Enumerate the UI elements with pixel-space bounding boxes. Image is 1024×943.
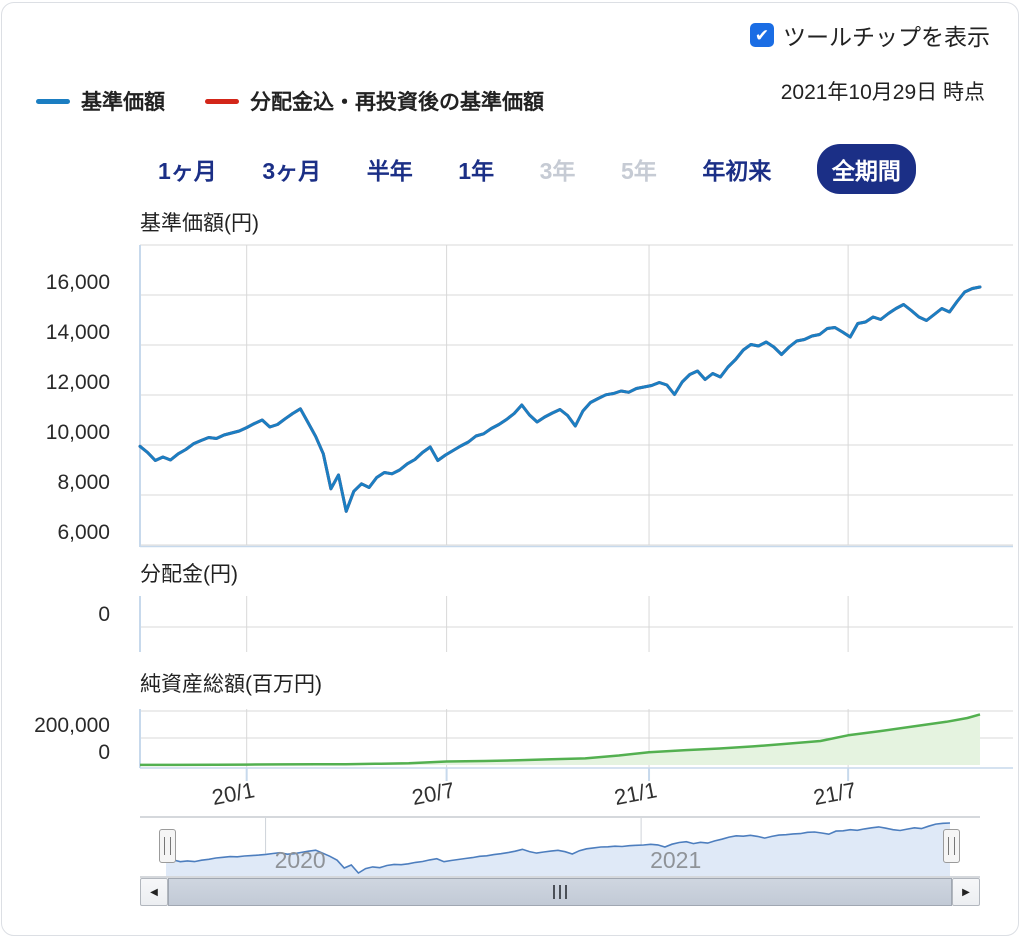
tab-1year[interactable]: 1年 bbox=[458, 158, 495, 184]
x-axis-label: 20/1 bbox=[210, 777, 257, 810]
scrollbar-thumb[interactable] bbox=[168, 878, 952, 906]
legend-label: 分配金込・再投資後の基準価額 bbox=[250, 91, 544, 114]
dividend-pane-title: 分配金(円) bbox=[140, 563, 238, 586]
y-axis-label: 10,000 bbox=[46, 421, 110, 444]
as-of-date: 2021年10月29日 時点 bbox=[780, 81, 985, 104]
y-axis-label: 0 bbox=[98, 603, 110, 626]
y-axis-label: 6,000 bbox=[57, 521, 110, 544]
tab-1month[interactable]: 1ヶ月 bbox=[158, 158, 217, 184]
y-axis-label: 16,000 bbox=[46, 271, 110, 294]
navigator-right-handle[interactable] bbox=[943, 829, 960, 863]
tab-all[interactable]: 全期間 bbox=[816, 144, 916, 194]
tab-5year: 5年 bbox=[621, 158, 657, 184]
nav-line-swatch bbox=[36, 98, 70, 104]
y-axis-label: 200,000 bbox=[34, 714, 110, 737]
y-axis-label: 8,000 bbox=[57, 471, 110, 494]
legend-label: 基準価額 bbox=[81, 91, 165, 114]
navigator-range[interactable] bbox=[166, 817, 950, 877]
period-tabs: 1ヶ月 3ヶ月 半年 1年 3年 5年 年初来 全期間 bbox=[158, 144, 916, 194]
x-axis-label: 20/7 bbox=[410, 777, 457, 810]
scrollbar-left-arrow[interactable]: ◀ bbox=[140, 878, 168, 906]
nav-line-series bbox=[138, 285, 982, 513]
navigator-left-handle[interactable] bbox=[159, 829, 176, 863]
handle-grip-icon bbox=[948, 837, 955, 855]
y-axis-label: 14,000 bbox=[46, 321, 110, 344]
tab-6month[interactable]: 半年 bbox=[366, 158, 413, 184]
right-arrow-icon: ▶ bbox=[962, 886, 970, 898]
tooltip-toggle-label: ツールチップを表示 bbox=[783, 24, 990, 50]
x-axis-label: 21/1 bbox=[612, 777, 659, 810]
left-arrow-icon: ◀ bbox=[150, 886, 158, 898]
tab-3month[interactable]: 3ヶ月 bbox=[262, 158, 322, 184]
tooltip-checkbox[interactable]: ✔ bbox=[750, 23, 774, 47]
scrollbar-grip-icon bbox=[553, 885, 567, 899]
y-axis-label: 0 bbox=[98, 741, 110, 764]
handle-grip-icon bbox=[164, 837, 171, 855]
navigator-series bbox=[165, 822, 951, 875]
aum-area-fill bbox=[140, 714, 980, 765]
checkmark-icon: ✔ bbox=[754, 25, 770, 45]
navigator-year-label: 2020 bbox=[275, 847, 326, 873]
scrollbar-right-arrow[interactable]: ▶ bbox=[952, 878, 980, 906]
legend: 基準価額 分配金込・再投資後の基準価額 bbox=[36, 86, 584, 116]
legend-item-nav: 基準価額 bbox=[36, 86, 165, 116]
tab-ytd[interactable]: 年初来 bbox=[702, 158, 772, 184]
legend-item-reinvested: 分配金込・再投資後の基準価額 bbox=[205, 86, 544, 116]
y-axis-label: 12,000 bbox=[46, 371, 110, 394]
nav-pane-title: 基準価額(円) bbox=[140, 212, 259, 235]
aum-line-series bbox=[140, 713, 981, 767]
tooltip-toggle[interactable]: ✔ ツールチップを表示 bbox=[750, 18, 990, 52]
tab-3year: 3年 bbox=[539, 158, 576, 184]
aum-pane-title: 純資産総額(百万円) bbox=[140, 673, 322, 696]
navigator-year-label: 2021 bbox=[650, 847, 701, 873]
chart-plot-area[interactable] bbox=[140, 245, 1013, 545]
reinvested-line-swatch bbox=[205, 98, 239, 104]
x-axis-label: 21/7 bbox=[811, 777, 858, 810]
